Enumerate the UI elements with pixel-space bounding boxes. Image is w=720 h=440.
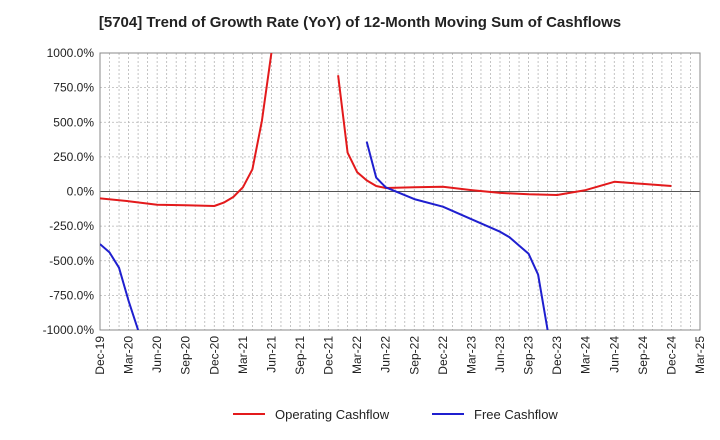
x-tick-label: Jun-22 [379, 336, 393, 373]
y-tick-label: -500.0% [49, 254, 94, 268]
x-tick-label: Mar-22 [350, 336, 364, 374]
x-tick-label: Mar-21 [236, 336, 250, 374]
x-tick-label: Dec-22 [436, 336, 450, 375]
x-tick-label: Mar-25 [693, 336, 707, 374]
operating-cashflow-line [100, 53, 273, 207]
x-tick-label: Jun-21 [264, 336, 278, 373]
y-tick-label: 500.0% [53, 115, 94, 129]
y-tick-label: 1000.0% [47, 46, 95, 60]
x-tick-label: Jun-23 [493, 336, 507, 373]
x-tick-label: Sep-22 [407, 336, 421, 375]
y-tick-label: -250.0% [49, 219, 94, 233]
chart-title: [5704] Trend of Growth Rate (YoY) of 12-… [98, 14, 622, 31]
y-tick-label: 250.0% [53, 150, 94, 164]
x-tick-label: Sep-20 [179, 336, 193, 375]
x-tick-label: Sep-23 [522, 336, 536, 375]
x-tick-label: Dec-23 [550, 336, 564, 375]
x-tick-label: Dec-21 [322, 336, 336, 375]
x-tick-label: Sep-21 [293, 336, 307, 375]
y-tick-label: -1000.0% [43, 323, 95, 337]
series-layer [100, 53, 672, 330]
x-tick-label: Mar-24 [579, 336, 593, 374]
plot-frame [99, 52, 701, 331]
x-tick-label: Mar-20 [122, 336, 136, 374]
y-tick-label: -750.0% [49, 288, 94, 302]
x-tick-label: Dec-20 [207, 336, 221, 375]
free-cashflow-line [365, 141, 549, 330]
x-tick-label: Jun-24 [607, 336, 621, 373]
x-tick-label: Jun-20 [150, 336, 164, 373]
operating-cashflow-line [337, 75, 672, 196]
x-axis-ticks: Dec-19 Mar-20 Jun-20 Sep-20 Dec-20 Mar-21 Jun-… [93, 336, 707, 375]
y-axis-ticks: 1000.0% 750.0% 500.0% 250.0% 0.0% -250.0% -500… [43, 46, 95, 337]
legend: Operating Cashflow Free Cashflow [233, 407, 558, 422]
legend-label: Operating Cashflow [275, 407, 390, 422]
x-tick-label: Dec-19 [93, 336, 107, 375]
free-cashflow-line [100, 243, 140, 330]
x-tick-label: Dec-24 [664, 336, 678, 375]
x-tick-label: Sep-24 [636, 336, 650, 375]
y-tick-label: 0.0% [67, 185, 95, 199]
grid-layer [100, 53, 700, 330]
legend-label: Free Cashflow [474, 407, 558, 422]
y-tick-label: 750.0% [53, 81, 94, 95]
x-tick-label: Mar-23 [464, 336, 478, 374]
